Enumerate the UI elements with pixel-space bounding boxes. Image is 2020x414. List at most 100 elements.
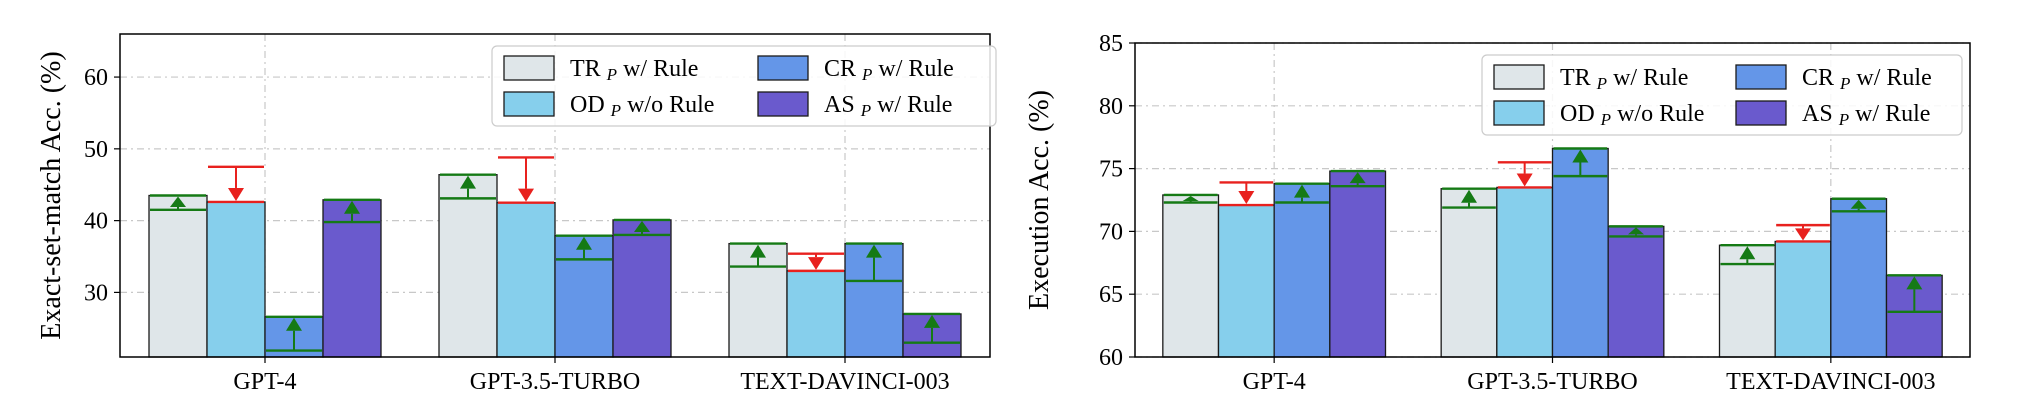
- bars: [148, 156, 962, 358]
- arrow-head: [1739, 246, 1756, 260]
- arrow-head: [170, 196, 186, 207]
- legend-swatch: [1493, 64, 1545, 90]
- plot-frame: [1134, 42, 1971, 358]
- x-tick-label: GPT-4: [1243, 369, 1306, 395]
- x-tick-label: TEXT-DAVINCI-003: [1726, 369, 1935, 395]
- legend-suffix: w/ Rule: [617, 56, 698, 82]
- x-tick-label: GPT-3.5-TURBO: [1467, 369, 1637, 395]
- increase-arrow: [266, 315, 322, 352]
- bar-as: [1607, 225, 1665, 358]
- arrow-head: [228, 187, 244, 201]
- y-tick-label: 60: [1099, 345, 1123, 371]
- increase-arrow: [1553, 147, 1608, 178]
- y-tick-label: 85: [1099, 31, 1123, 57]
- legend-item-tr: TR P w/ Rule: [503, 55, 698, 84]
- arrow-head: [924, 314, 940, 328]
- bar-tr: [148, 194, 208, 358]
- y-axis-label: Exact-set-match Acc. (%): [36, 51, 67, 339]
- legend-item-cr: CR P w/ Rule: [1735, 64, 1932, 93]
- increase-arrow: [1330, 169, 1385, 188]
- plot-frame: [119, 33, 991, 358]
- legend-item-od: OD P w/o Rule: [503, 91, 714, 120]
- legend-suffix: w/ Rule: [1850, 65, 1931, 91]
- decrease-arrow: [1219, 181, 1274, 207]
- increase-arrow: [1609, 225, 1663, 238]
- increase-arrow: [1887, 274, 1942, 313]
- legend-swatch: [1735, 64, 1787, 90]
- legend-subscript: P: [1839, 74, 1850, 93]
- legend-subscript: P: [610, 101, 621, 120]
- y-tick-label: 60: [84, 65, 108, 91]
- legend-name: TR: [1560, 65, 1597, 91]
- y-tick-label: 75: [1099, 157, 1123, 183]
- bar-od: [1217, 204, 1275, 358]
- bars: [1162, 147, 1943, 358]
- legend-subscript: P: [860, 101, 871, 120]
- legend-swatch: [1735, 100, 1787, 126]
- increase-arrow: [150, 194, 206, 212]
- legend-swatch: [503, 91, 555, 117]
- decrease-arrow: [208, 165, 264, 204]
- x-tick-label: GPT-4: [233, 369, 296, 395]
- increase-arrow: [1720, 244, 1775, 266]
- bar-tr: [438, 174, 498, 358]
- increase-arrow: [1831, 197, 1886, 213]
- legend-subscript: P: [861, 65, 872, 84]
- bar-cr: [1273, 183, 1331, 358]
- y-tick-label: 70: [1099, 219, 1123, 245]
- exact-match-chart: GPT-4 GPT-3.5-TURBO TEXT-DAVINCI-003 30 40 50…: [36, 33, 997, 395]
- bar-od: [206, 201, 266, 358]
- arrow-head: [286, 317, 302, 331]
- increase-arrow: [904, 312, 960, 344]
- bar-tr: [1162, 194, 1220, 358]
- y-tick-label: 30: [84, 280, 108, 306]
- increase-arrow: [846, 242, 902, 283]
- y-tick-label: 65: [1099, 282, 1123, 308]
- legend-item-as: AS P w/ Rule: [757, 91, 952, 120]
- increase-arrow: [1442, 187, 1496, 209]
- legend-swatch: [757, 55, 809, 81]
- increase-arrow: [614, 218, 670, 237]
- y-tick-label: 80: [1099, 94, 1123, 120]
- decrease-arrow: [498, 156, 554, 204]
- arrow-head: [1572, 149, 1589, 163]
- bar-tr: [1440, 188, 1498, 358]
- increase-arrow: [730, 242, 786, 268]
- legend-name: CR: [824, 56, 862, 82]
- legend-box: [491, 45, 997, 127]
- legend-label: CR P w/ Rule: [1802, 65, 1932, 93]
- legend-swatch: [503, 55, 555, 81]
- legend-box: [1481, 54, 1963, 136]
- bar-od: [1496, 186, 1554, 358]
- arrow-head: [1349, 172, 1366, 184]
- arrow-head: [518, 188, 534, 202]
- legend-swatch: [757, 91, 809, 117]
- bar-cr: [1551, 147, 1609, 358]
- increase-arrow: [440, 173, 496, 200]
- arrow-head: [866, 244, 882, 258]
- legend-suffix: w/ Rule: [872, 56, 953, 82]
- y-tick-label: 50: [84, 137, 108, 163]
- legend-item-tr: TR P w/ Rule: [1493, 64, 1688, 93]
- bar-as: [1329, 170, 1387, 358]
- legend-swatch: [1493, 100, 1545, 126]
- decrease-arrow: [1776, 223, 1830, 243]
- legend-item-cr: CR P w/ Rule: [757, 55, 954, 84]
- bar-od: [1774, 240, 1832, 358]
- x-tick-label: GPT-3.5-TURBO: [470, 369, 640, 395]
- legend-label: OD P w/o Rule: [570, 92, 714, 120]
- legend-subscript: P: [1600, 110, 1611, 129]
- arrow-head: [1516, 173, 1533, 187]
- bar-as: [612, 219, 672, 358]
- legend-item-as: AS P w/ Rule: [1735, 100, 1930, 129]
- arrow-head: [634, 220, 650, 232]
- arrow-head: [1461, 189, 1477, 203]
- y-tick-label: 40: [84, 209, 108, 235]
- legend-subscript: P: [1596, 74, 1607, 93]
- bar-as: [322, 199, 382, 358]
- arrow-head: [1795, 228, 1811, 241]
- bar-cr: [1830, 198, 1888, 358]
- legend-label: AS P w/ Rule: [1802, 101, 1930, 129]
- legend-name: AS: [824, 92, 861, 118]
